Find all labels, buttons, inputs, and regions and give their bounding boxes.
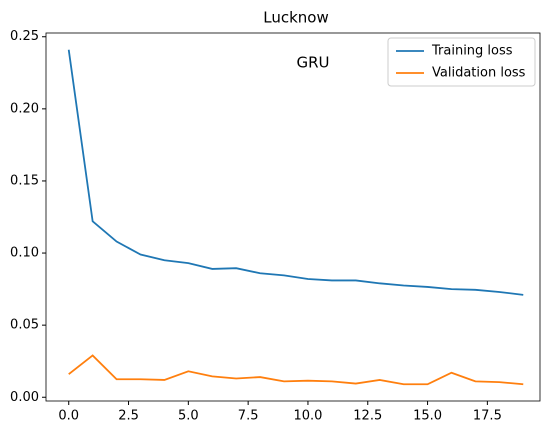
chart-title: Lucknow — [263, 9, 329, 27]
annotation: GRU — [296, 54, 329, 72]
x-tick-label: 7.5 — [238, 409, 259, 424]
legend-box — [387, 37, 536, 87]
y-tick-label: 0.10 — [10, 246, 39, 261]
y-tick-label: 0.05 — [10, 318, 39, 333]
x-tick-label: 17.5 — [473, 409, 502, 424]
x-tick-label: 10.0 — [293, 409, 322, 424]
series-line — [67, 49, 524, 296]
y-tick-label: 0.20 — [10, 101, 39, 116]
x-tick-label: 12.5 — [353, 409, 382, 424]
legend-label: Training loss — [431, 44, 513, 59]
x-tick-label: 2.5 — [118, 409, 139, 424]
series-line — [68, 354, 524, 386]
legend-label: Validation loss — [432, 66, 526, 81]
x-tick-label: 0.0 — [58, 409, 79, 424]
y-tick-label: 0.25 — [10, 29, 39, 44]
y-tick-label: 0.00 — [10, 390, 39, 405]
x-tick-label: 15.0 — [413, 409, 442, 424]
x-tick-label: 5.0 — [178, 409, 199, 424]
plot-frame — [45, 32, 541, 402]
y-tick-label: 0.15 — [10, 173, 39, 188]
